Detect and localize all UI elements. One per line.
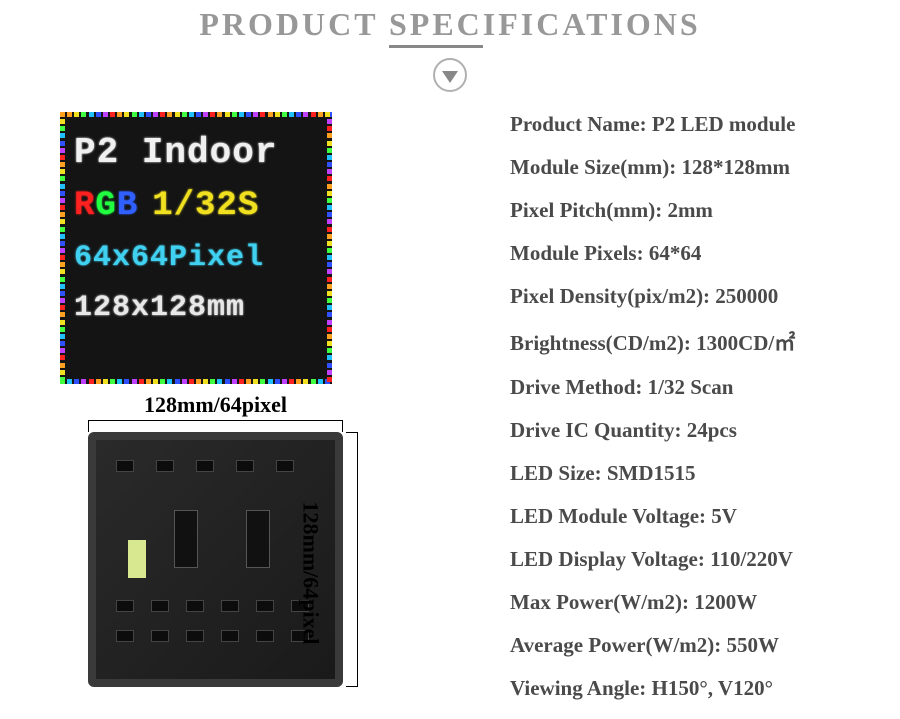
spec-row: Drive Method: 1/32 Scan <box>510 375 900 400</box>
pcb-connector <box>246 510 270 568</box>
spec-row: Viewing Angle: H150°, V120° <box>510 676 900 701</box>
header: PRODUCT SPECIFICATIONS <box>0 0 900 92</box>
dimension-bracket-right <box>346 432 358 687</box>
pcb-chip <box>116 630 134 642</box>
pcb-chip <box>186 600 204 612</box>
right-column: Product Name: P2 LED module Module Size(m… <box>370 112 900 719</box>
dimension-label-top: 128mm/64pixel <box>88 392 343 418</box>
pcb-chip <box>236 460 254 472</box>
led-line-3: 64x64Pixel <box>74 241 318 275</box>
spec-row: Module Pixels: 64*64 <box>510 241 900 266</box>
pcb-chip <box>256 630 274 642</box>
spec-row: Brightness(CD/m2): 1300CD/㎡ <box>510 327 900 357</box>
spec-row: LED Display Voltage: 110/220V <box>510 547 900 572</box>
pcb-connector <box>174 510 198 568</box>
pcb-chip <box>221 630 239 642</box>
pcb-chip <box>196 460 214 472</box>
pcb-chip <box>151 630 169 642</box>
led-line-1: P2 Indoor <box>74 132 318 173</box>
dimension-bracket-top <box>88 420 343 432</box>
title-underlined: SPEC <box>389 6 483 48</box>
pcb-chip <box>256 600 274 612</box>
spec-row: Pixel Pitch(mm): 2mm <box>510 198 900 223</box>
pcb-wrap: 128mm/64pixel <box>60 432 350 687</box>
pcb-chip <box>221 600 239 612</box>
page-title: PRODUCT SPECIFICATIONS <box>0 6 900 48</box>
title-post: IFICATIONS <box>483 6 701 42</box>
pcb-chip <box>156 460 174 472</box>
down-arrow-icon <box>433 58 467 92</box>
spec-row: Max Power(W/m2): 1200W <box>510 590 900 615</box>
spec-row: Module Size(mm): 128*128mm <box>510 155 900 180</box>
led-b: B <box>117 187 138 225</box>
pcb-chip <box>116 460 134 472</box>
title-pre: PRODUCT <box>199 6 389 42</box>
spec-row: Product Name: P2 LED module <box>510 112 900 137</box>
pcb-chip <box>276 460 294 472</box>
led-line-2: RGB 1/32S <box>74 187 318 225</box>
led-panel-front: P2 Indoor RGB 1/32S 64x64Pixel 128x128mm <box>60 112 332 384</box>
spec-row: LED Module Voltage: 5V <box>510 504 900 529</box>
dimension-label-right: 128mm/64pixel <box>298 502 324 645</box>
pcb-chip <box>151 600 169 612</box>
spec-row: LED Size: SMD1515 <box>510 461 900 486</box>
led-r: R <box>74 187 95 225</box>
pcb-chip <box>116 600 134 612</box>
led-line-4: 128x128mm <box>74 291 318 325</box>
spec-row: Average Power(W/m2): 550W <box>510 633 900 658</box>
spec-row: Drive IC Quantity: 24pcs <box>510 418 900 443</box>
led-g: G <box>95 187 116 225</box>
spec-row: Pixel Density(pix/m2): 250000 <box>510 284 900 309</box>
pcb-chip <box>186 630 204 642</box>
pcb-sticker <box>128 540 146 578</box>
left-column: P2 Indoor RGB1/32S 64x64Pixel 128x128mm … <box>0 112 370 719</box>
led-scan: 1/32S <box>152 187 259 225</box>
content: P2 Indoor RGB1/32S 64x64Pixel 128x128mm … <box>0 112 900 719</box>
